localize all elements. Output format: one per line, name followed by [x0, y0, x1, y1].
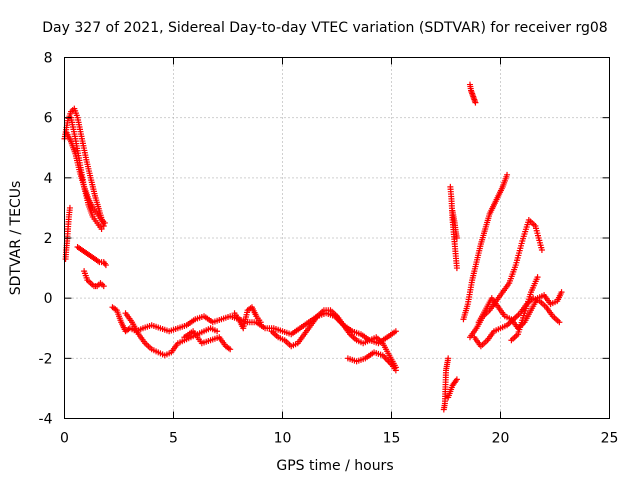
- data-point: [556, 319, 563, 326]
- series-trace-t: [471, 295, 563, 350]
- series-trace-m: [440, 355, 452, 413]
- data-point: [453, 376, 460, 383]
- y-axis-ticks: -4 -2 0 2 4 6 8: [39, 51, 610, 428]
- x-tick-label: 0: [60, 431, 69, 447]
- data-point: [227, 346, 234, 353]
- x-tick-label: 25: [601, 431, 619, 447]
- x-axis-ticks: 0 5 10 15 20 25: [60, 57, 619, 447]
- y-tick-label: -2: [39, 351, 53, 367]
- grid-layer: [64, 57, 610, 419]
- y-tick-label: -4: [39, 412, 53, 428]
- series-trace-c: [68, 114, 105, 232]
- x-tick-label: 15: [383, 431, 401, 447]
- y-tick-label: 8: [44, 51, 53, 67]
- data-point: [472, 99, 479, 106]
- data-point: [504, 171, 511, 178]
- y-tick-label: 4: [44, 171, 53, 187]
- series-trace-n: [445, 376, 460, 401]
- series-trace-f: [81, 268, 107, 290]
- data-point: [66, 204, 73, 211]
- x-tick-label: 10: [274, 431, 292, 447]
- y-axis-label: SDTVAR / TECUs: [8, 181, 24, 296]
- data-point: [257, 319, 264, 326]
- data-point: [392, 328, 399, 335]
- data-point: [558, 289, 565, 296]
- data-point: [98, 225, 105, 232]
- data-point: [214, 328, 221, 335]
- series-trace-j: [231, 304, 264, 332]
- series-trace-h: [122, 310, 221, 359]
- data-point: [538, 247, 545, 254]
- y-tick-label: 6: [44, 111, 53, 127]
- y-tick-label: 2: [44, 231, 53, 247]
- series-trace-r: [460, 171, 511, 323]
- data-point: [534, 274, 541, 281]
- data-point: [445, 355, 452, 362]
- data-point: [102, 262, 109, 269]
- data-point: [392, 367, 399, 374]
- data-marks: [61, 81, 565, 413]
- data-point: [453, 235, 460, 241]
- data-point: [100, 283, 107, 290]
- series-trace-p: [449, 207, 460, 241]
- x-axis-label: GPS time / hours: [276, 458, 393, 474]
- data-point: [453, 265, 460, 272]
- chart-title: Day 327 of 2021, Sidereal Day-to-day VTE…: [42, 20, 607, 36]
- series-trace-i: [181, 328, 234, 353]
- series-trace-l: [344, 349, 399, 374]
- series-trace-q: [466, 81, 479, 106]
- series-trace-k: [268, 307, 399, 371]
- series-trace-v: [508, 274, 541, 344]
- y-tick-label: 0: [44, 291, 53, 307]
- x-tick-label: 20: [492, 431, 510, 447]
- x-tick-label: 5: [169, 431, 178, 447]
- data-point: [101, 219, 108, 226]
- series-trace-e: [74, 244, 109, 269]
- series-trace-g: [109, 304, 399, 347]
